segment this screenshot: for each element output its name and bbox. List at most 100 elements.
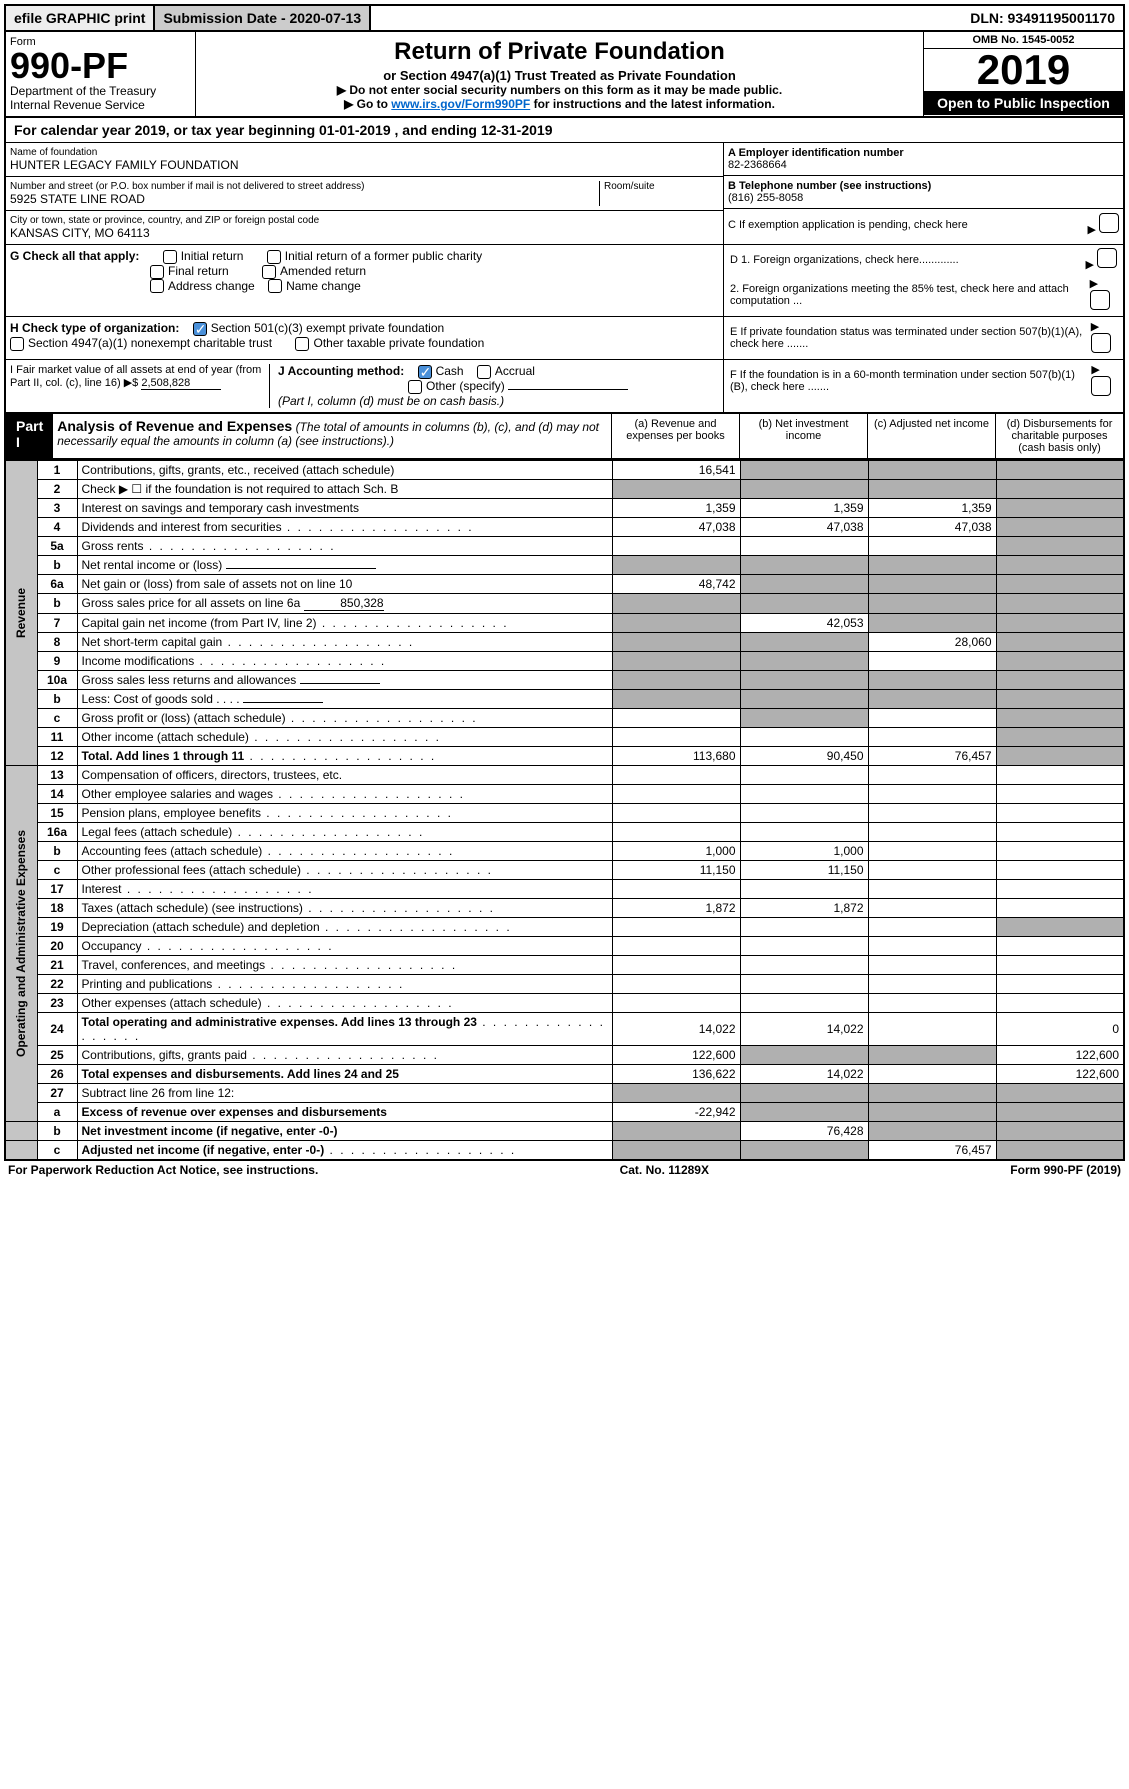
line-5b: bNet rental income or (loss): [5, 555, 1124, 574]
501c3-label: Section 501(c)(3) exempt private foundat…: [211, 321, 444, 335]
address-change-checkbox[interactable]: [150, 279, 164, 293]
note-link: ▶ Go to www.irs.gov/Form990PF for instru…: [200, 97, 919, 111]
form-header: Form 990-PF Department of the Treasury I…: [4, 32, 1125, 118]
j-box: J Accounting method: Cash Accrual Other …: [270, 364, 719, 408]
j-note: (Part I, column (d) must be on cash basi…: [278, 394, 504, 408]
calendar-year-row: For calendar year 2019, or tax year begi…: [4, 118, 1125, 414]
amended-return-checkbox[interactable]: [262, 265, 276, 279]
cat-number: Cat. No. 11289X: [620, 1163, 709, 1177]
h-e-row: H Check type of organization: Section 50…: [6, 316, 1123, 359]
cash-checkbox[interactable]: [418, 365, 432, 379]
line-16b: bAccounting fees (attach schedule) 1,000…: [5, 841, 1124, 860]
col-c-header: (c) Adjusted net income: [867, 414, 995, 458]
other-method-label: Other (specify): [426, 379, 505, 393]
f-section: F If the foundation is in a 60-month ter…: [723, 360, 1123, 412]
line-21: 21Travel, conferences, and meetings: [5, 955, 1124, 974]
dept-line2: Internal Revenue Service: [10, 98, 191, 112]
city-state-zip: KANSAS CITY, MO 64113: [10, 226, 719, 240]
note-ssn: ▶ Do not enter social security numbers o…: [200, 83, 919, 97]
line-15: 15Pension plans, employee benefits: [5, 803, 1124, 822]
amended-return-label: Amended return: [280, 264, 366, 278]
dept-line1: Department of the Treasury: [10, 84, 191, 98]
tax-year: 2019: [924, 49, 1123, 91]
j-label: J Accounting method:: [278, 364, 404, 378]
e-checkbox[interactable]: [1091, 333, 1111, 353]
revenue-side-label: Revenue: [10, 568, 32, 658]
paperwork-notice: For Paperwork Reduction Act Notice, see …: [8, 1163, 318, 1177]
line-27: 27Subtract line 26 from line 12:: [5, 1083, 1124, 1102]
col-a-header: (a) Revenue and expenses per books: [611, 414, 739, 458]
name-change-label: Name change: [286, 279, 361, 293]
501c3-checkbox[interactable]: [193, 322, 207, 336]
form-number: 990-PF: [10, 48, 191, 84]
initial-return-checkbox[interactable]: [163, 250, 177, 264]
line-8: 8Net short-term capital gain 28,060: [5, 632, 1124, 651]
city-label: City or town, state or province, country…: [10, 215, 719, 226]
fmv-value: 2,508,828: [141, 377, 221, 390]
line-6a: 6aNet gain or (loss) from sale of assets…: [5, 574, 1124, 593]
line-16c: cOther professional fees (attach schedul…: [5, 860, 1124, 879]
ein-label: A Employer identification number: [728, 147, 1119, 159]
line-14: 14Other employee salaries and wages: [5, 784, 1124, 803]
form-subtitle: or Section 4947(a)(1) Trust Treated as P…: [200, 68, 919, 83]
e-label: E If private foundation status was termi…: [730, 326, 1091, 350]
i-label: I Fair market value of all assets at end…: [10, 364, 261, 389]
initial-former-checkbox[interactable]: [267, 250, 281, 264]
form-ref: Form 990-PF (2019): [1010, 1163, 1121, 1177]
d2-checkbox[interactable]: [1090, 290, 1110, 310]
phone-value: (816) 255-8058: [728, 192, 1119, 204]
initial-former-label: Initial return of a former public charit…: [285, 249, 482, 263]
line-18: 18Taxes (attach schedule) (see instructi…: [5, 898, 1124, 917]
efile-print-button[interactable]: efile GRAPHIC print: [6, 6, 155, 30]
g-label: G Check all that apply:: [10, 249, 139, 263]
header-left: Form 990-PF Department of the Treasury I…: [6, 32, 196, 116]
final-return-checkbox[interactable]: [150, 265, 164, 279]
line-25: 25Contributions, gifts, grants paid 122,…: [5, 1045, 1124, 1064]
phone-label: B Telephone number (see instructions): [728, 180, 1119, 192]
line-16a: 16aLegal fees (attach schedule): [5, 822, 1124, 841]
4947-checkbox[interactable]: [10, 337, 24, 351]
line-12: 12Total. Add lines 1 through 11 113,6809…: [5, 746, 1124, 765]
col-d-header: (d) Disbursements for charitable purpose…: [995, 414, 1123, 458]
f-label: F If the foundation is in a 60-month ter…: [730, 369, 1091, 393]
irs-link[interactable]: www.irs.gov/Form990PF: [391, 97, 530, 111]
line-27a: aExcess of revenue over expenses and dis…: [5, 1102, 1124, 1121]
f-checkbox[interactable]: [1091, 376, 1111, 396]
line-23: 23Other expenses (attach schedule): [5, 993, 1124, 1012]
d1-label: D 1. Foreign organizations, check here..…: [730, 254, 959, 266]
entity-block: Name of foundation HUNTER LEGACY FAMILY …: [6, 142, 1123, 244]
line-10c: cGross profit or (loss) (attach schedule…: [5, 708, 1124, 727]
form-title: Return of Private Foundation: [200, 38, 919, 66]
note2-pre: ▶ Go to: [344, 97, 391, 111]
d-section: D 1. Foreign organizations, check here..…: [723, 245, 1123, 316]
other-taxable-checkbox[interactable]: [295, 337, 309, 351]
cash-label: Cash: [436, 364, 464, 378]
line-10b: bLess: Cost of goods sold . . . .: [5, 689, 1124, 708]
address-box: Number and street (or P.O. box number if…: [6, 177, 723, 211]
line-10a: 10aGross sales less returns and allowanc…: [5, 670, 1124, 689]
d1-checkbox[interactable]: [1097, 248, 1117, 268]
dln: DLN: 93491195001170: [962, 6, 1123, 30]
line-4: 4Dividends and interest from securities …: [5, 517, 1124, 536]
cal-begin: 01-01-2019: [319, 122, 391, 138]
ein-box: A Employer identification number 82-2368…: [724, 143, 1123, 176]
c-checkbox[interactable]: [1099, 213, 1119, 233]
header-center: Return of Private Foundation or Section …: [196, 32, 923, 116]
foundation-name-box: Name of foundation HUNTER LEGACY FAMILY …: [6, 143, 723, 177]
line-17: 17Interest: [5, 879, 1124, 898]
name-change-checkbox[interactable]: [268, 279, 282, 293]
line-27b: bNet investment income (if negative, ent…: [5, 1121, 1124, 1140]
h-section: H Check type of organization: Section 50…: [6, 317, 723, 359]
cal-mid: , and ending: [395, 122, 481, 138]
phone-box: B Telephone number (see instructions) (8…: [724, 176, 1123, 209]
other-method-checkbox[interactable]: [408, 380, 422, 394]
line-27c: cAdjusted net income (if negative, enter…: [5, 1140, 1124, 1160]
accrual-checkbox[interactable]: [477, 365, 491, 379]
final-return-label: Final return: [168, 264, 229, 278]
ij-section: I Fair market value of all assets at end…: [6, 360, 723, 412]
page-footer: For Paperwork Reduction Act Notice, see …: [4, 1161, 1125, 1179]
expenses-side-label: Operating and Administrative Expenses: [10, 810, 32, 1077]
line-24: 24Total operating and administrative exp…: [5, 1012, 1124, 1045]
line-2: 2Check ▶ ☐ if the foundation is not requ…: [5, 479, 1124, 498]
col-b-header: (b) Net investment income: [739, 414, 867, 458]
